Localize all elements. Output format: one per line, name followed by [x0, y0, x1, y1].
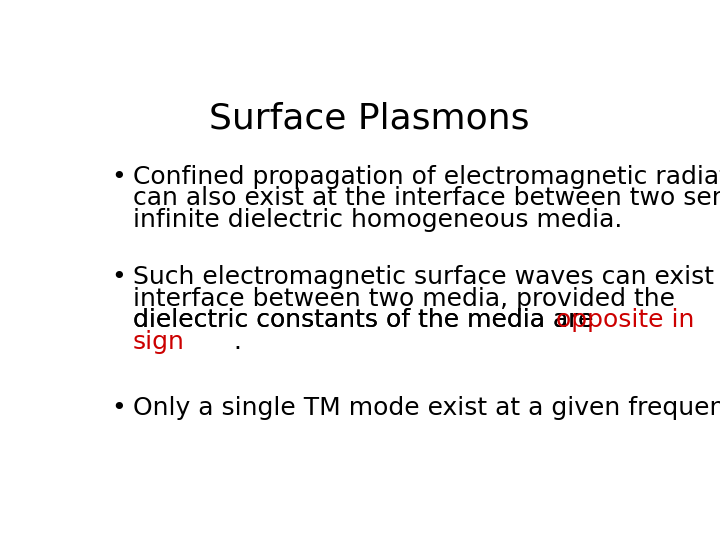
Text: infinite dielectric homogeneous media.: infinite dielectric homogeneous media.: [132, 208, 622, 232]
Text: Surface Plasmons: Surface Plasmons: [209, 102, 529, 136]
Text: dielectric constants of the media are: dielectric constants of the media are: [132, 308, 601, 332]
Text: Only a single TM mode exist at a given frequency.: Only a single TM mode exist at a given f…: [132, 396, 720, 420]
Text: Such electromagnetic surface waves can exist at the: Such electromagnetic surface waves can e…: [132, 265, 720, 289]
Text: can also exist at the interface between two semi-: can also exist at the interface between …: [132, 186, 720, 211]
Text: •: •: [112, 265, 127, 289]
Text: dielectric constants of the media are: dielectric constants of the media are: [132, 308, 601, 332]
Text: Confined propagation of electromagnetic radiation: Confined propagation of electromagnetic …: [132, 165, 720, 189]
Text: .: .: [233, 330, 241, 354]
Text: •: •: [112, 396, 127, 420]
Text: opposite in: opposite in: [556, 308, 694, 332]
Text: sign: sign: [132, 330, 184, 354]
Text: •: •: [112, 165, 127, 189]
Text: interface between two media, provided the: interface between two media, provided th…: [132, 287, 675, 310]
